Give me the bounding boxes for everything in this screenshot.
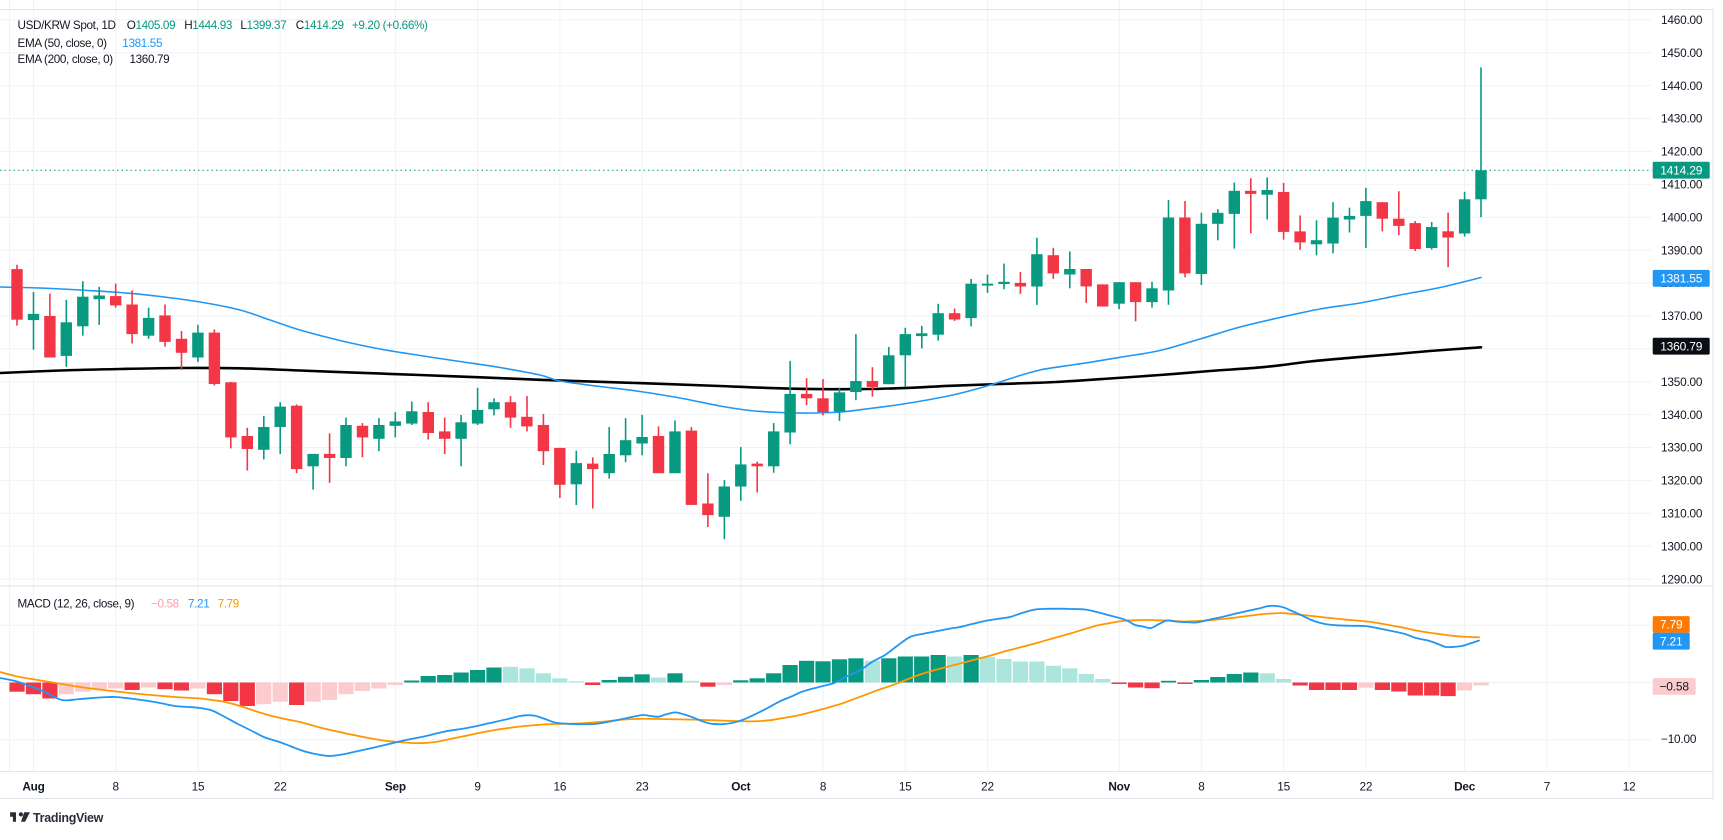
svg-text:16: 16 [554, 779, 567, 793]
svg-text:1450.00: 1450.00 [1661, 46, 1703, 60]
svg-text:7.21: 7.21 [1660, 634, 1683, 648]
svg-text:1310.00: 1310.00 [1661, 507, 1703, 521]
svg-text:Nov: Nov [1108, 779, 1130, 793]
svg-text:1290.00: 1290.00 [1661, 572, 1703, 586]
svg-text:1460.00: 1460.00 [1661, 13, 1703, 27]
svg-text:−10.00: −10.00 [1661, 732, 1697, 746]
svg-text:22: 22 [1360, 779, 1373, 793]
svg-text:15: 15 [192, 779, 205, 793]
svg-text:22: 22 [274, 779, 287, 793]
svg-text:1400.00: 1400.00 [1661, 210, 1703, 224]
svg-text:12: 12 [1623, 779, 1636, 793]
svg-text:Dec: Dec [1454, 779, 1476, 793]
svg-text:EMA (200, close, 0)1360.79: EMA (200, close, 0) 1360.79 [18, 53, 170, 66]
svg-text:MACD (12, 26, close, 9)−0.587.: MACD (12, 26, close, 9) −0.58 7.21 7.79 [18, 597, 239, 610]
svg-text:7: 7 [1544, 779, 1550, 793]
svg-text:1420.00: 1420.00 [1661, 145, 1703, 159]
svg-text:1340.00: 1340.00 [1661, 408, 1703, 422]
svg-text:1370.00: 1370.00 [1661, 309, 1703, 323]
svg-text:8: 8 [113, 779, 120, 793]
svg-text:22: 22 [981, 779, 994, 793]
svg-text:−0.58: −0.58 [1660, 680, 1690, 694]
svg-text:1300.00: 1300.00 [1661, 539, 1703, 553]
svg-text:23: 23 [636, 779, 649, 793]
svg-text:1410.00: 1410.00 [1661, 178, 1703, 192]
svg-text:1350.00: 1350.00 [1661, 375, 1703, 389]
svg-text:1414.29: 1414.29 [1660, 163, 1703, 177]
svg-text:Aug: Aug [22, 779, 44, 793]
svg-text:8: 8 [820, 779, 827, 793]
svg-text:1330.00: 1330.00 [1661, 441, 1703, 455]
svg-text:1440.00: 1440.00 [1661, 79, 1703, 93]
svg-text:1390.00: 1390.00 [1661, 243, 1703, 257]
svg-text:8: 8 [1198, 779, 1205, 793]
svg-text:Oct: Oct [731, 779, 750, 793]
svg-text:1430.00: 1430.00 [1661, 112, 1703, 126]
svg-text:1360.79: 1360.79 [1660, 339, 1703, 353]
svg-text:Sep: Sep [385, 779, 406, 793]
svg-text:EMA (50, close, 0)1381.55: EMA (50, close, 0) 1381.55 [18, 37, 163, 50]
svg-text:9: 9 [474, 779, 480, 793]
svg-text:15: 15 [899, 779, 912, 793]
svg-text:1381.55: 1381.55 [1660, 272, 1703, 286]
svg-text:1320.00: 1320.00 [1661, 474, 1703, 488]
svg-text:15: 15 [1277, 779, 1290, 793]
svg-text:TradingView: TradingView [33, 811, 104, 825]
svg-text:7.79: 7.79 [1660, 618, 1683, 632]
